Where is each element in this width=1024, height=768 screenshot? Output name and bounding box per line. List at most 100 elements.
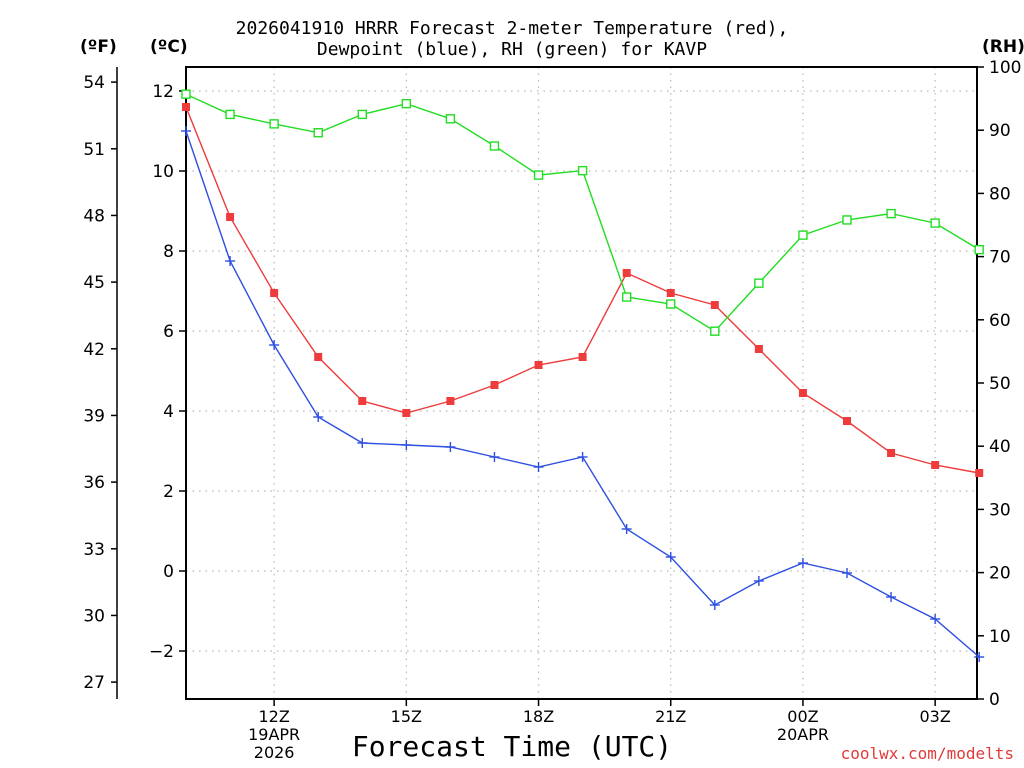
- rh-axis-label: (RH): [982, 37, 1024, 57]
- chart-title-line-1: 2026041910 HRRR Forecast 2-meter Tempera…: [235, 18, 789, 39]
- dewpoint-point: [357, 438, 368, 448]
- rh-tick-label: 40: [989, 437, 1011, 457]
- rh-point: [754, 278, 764, 288]
- celsius-tick-label: 12: [152, 82, 174, 102]
- x-tick-label: 2026: [254, 743, 295, 762]
- temperature-point: [931, 461, 940, 469]
- celsius-axis-label: (ºC): [150, 37, 188, 57]
- series-line-1: [185, 130, 980, 658]
- dewpoint-point: [533, 462, 544, 472]
- rh-tick-label: 0: [989, 690, 1000, 710]
- temperature-point: [578, 353, 587, 361]
- dewpoint-point: [974, 652, 985, 662]
- chart-title-line-2: Dewpoint (blue), RH (green) for KAVP: [316, 39, 708, 60]
- rh-tick-label: 10: [989, 627, 1011, 647]
- celsius-tick-label: 6: [163, 322, 174, 342]
- fahrenheit-tick-label: 30: [83, 606, 105, 626]
- dewpoint-point: [621, 524, 632, 534]
- temperature-point: [270, 289, 279, 297]
- fahrenheit-tick-label: 48: [83, 206, 105, 226]
- series-layer: [185, 93, 980, 658]
- temperature-point: [710, 301, 719, 309]
- temperature-point: [666, 289, 675, 297]
- celsius-tick-label: 10: [152, 162, 174, 182]
- temperature-point: [490, 381, 499, 389]
- x-tick-label: 03Z: [919, 707, 950, 726]
- axes-layer: −2 0 2 4 6 8 10 12 27 30 33 36 39 42 45 48 51 54 0 10 20 30 40…: [83, 58, 1021, 762]
- x-tick-label: 18Z: [523, 707, 554, 726]
- rh-tick-label: 30: [989, 500, 1011, 520]
- fahrenheit-tick-label: 27: [83, 673, 105, 693]
- rh-tick-label: 90: [989, 121, 1011, 141]
- temperature-point: [975, 469, 984, 477]
- dewpoint-point: [665, 552, 676, 562]
- temperature-point: [402, 409, 411, 417]
- rh-tick-label: 100: [989, 58, 1021, 78]
- dewpoint-point: [489, 452, 500, 462]
- temperature-point: [226, 213, 235, 221]
- temperature-point: [534, 361, 543, 369]
- dewpoint-point: [313, 412, 324, 422]
- fahrenheit-tick-label: 45: [83, 273, 105, 293]
- rh-point: [577, 165, 588, 176]
- temperature-point: [358, 397, 367, 405]
- dewpoint-point: [577, 452, 588, 462]
- dewpoint-point: [753, 576, 764, 586]
- rh-point: [710, 326, 720, 336]
- grid-layer: [186, 67, 977, 699]
- rh-point: [930, 218, 940, 228]
- fahrenheit-axis-label: (ºF): [80, 37, 117, 57]
- fahrenheit-tick-label: 51: [83, 140, 105, 160]
- x-tick-label: 00Z: [787, 707, 818, 726]
- celsius-tick-label: 8: [163, 242, 174, 262]
- fahrenheit-tick-label: 54: [83, 73, 105, 93]
- rh-point: [269, 119, 279, 129]
- plot-frame: [185, 66, 978, 700]
- rh-tick-label: 20: [989, 564, 1011, 584]
- dewpoint-point: [225, 256, 236, 266]
- fahrenheit-tick-label: 33: [83, 540, 105, 560]
- rh-point: [533, 170, 544, 180]
- rh-point: [489, 141, 500, 151]
- credit-text: coolwx.com/modelts: [840, 744, 1014, 763]
- celsius-tick-label: 2: [163, 482, 174, 502]
- dewpoint-point: [445, 442, 456, 452]
- celsius-tick-label: 0: [163, 562, 174, 582]
- celsius-tick-label: 4: [163, 402, 174, 422]
- rh-point: [357, 109, 367, 120]
- temperature-point: [446, 397, 455, 405]
- fahrenheit-tick-label: 42: [83, 340, 105, 360]
- rh-tick-label: 50: [989, 374, 1011, 394]
- x-axis-title: Forecast Time (UTC): [351, 730, 673, 763]
- dewpoint-point: [401, 440, 412, 450]
- dewpoint-point: [269, 340, 280, 350]
- rh-point: [974, 244, 984, 255]
- series-line-2: [185, 93, 980, 333]
- dewpoint-point: [797, 558, 808, 568]
- celsius-tick-label: −2: [149, 642, 174, 662]
- x-tick-label: 21Z: [655, 707, 686, 726]
- temperature-point: [182, 103, 190, 111]
- fahrenheit-tick-label: 39: [83, 406, 105, 426]
- rh-point: [886, 208, 896, 219]
- x-tick-label: 19APR: [248, 725, 300, 744]
- dewpoint-point: [181, 126, 191, 136]
- temperature-point: [798, 389, 807, 397]
- dewpoint-point: [930, 614, 941, 624]
- dewpoint-point: [886, 592, 897, 602]
- temperature-point: [314, 353, 323, 361]
- rh-point: [842, 215, 852, 225]
- series-line-0: [185, 106, 980, 474]
- temperature-point: [622, 269, 631, 277]
- fahrenheit-tick-label: 36: [83, 473, 105, 493]
- rh-point: [313, 128, 323, 138]
- rh-point: [621, 292, 632, 302]
- rh-tick-label: 70: [989, 248, 1011, 268]
- rh-point: [445, 114, 456, 124]
- x-tick-label: 20APR: [777, 725, 829, 744]
- rh-point: [181, 89, 191, 99]
- rh-point: [666, 299, 676, 309]
- temperature-point: [843, 417, 852, 425]
- dewpoint-point: [709, 600, 720, 610]
